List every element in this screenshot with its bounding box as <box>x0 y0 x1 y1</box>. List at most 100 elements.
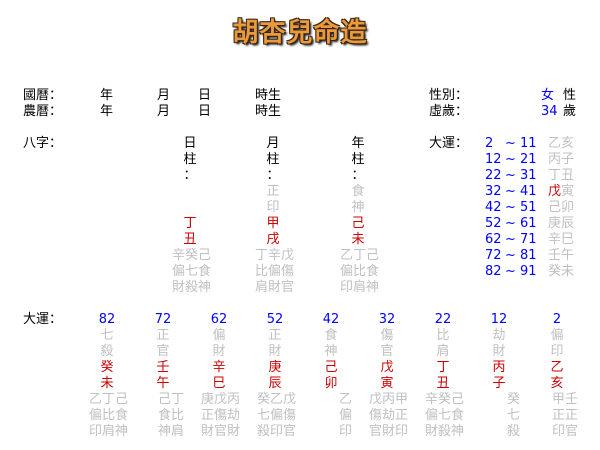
dayun-god: 官 <box>380 344 394 359</box>
dayun-hidden-gods: 財殺神 <box>424 424 464 439</box>
dayun-tilde: ~ <box>505 232 516 247</box>
dayun-hidden-gods: 偏七食 <box>424 408 464 423</box>
dayun-branch: 午 <box>561 248 575 263</box>
dayun-god: 傷 <box>380 328 394 343</box>
dayun-age: 2 <box>552 312 562 327</box>
dayun-hidden-gods: 印肩神 <box>88 424 128 439</box>
dayun-stem: 乙 <box>550 360 564 375</box>
dayun-god: 財 <box>268 344 282 359</box>
pillar-hidden-gods: 偏比食 <box>339 264 379 279</box>
pillar-hidden-stems: 丁辛戊 <box>254 248 294 263</box>
dayun-branch: 巳 <box>212 376 226 391</box>
pillar-title: 月柱： <box>266 136 280 183</box>
dayun-hidden-gods: 神肩 <box>157 424 184 439</box>
dayun-branch: 未 <box>100 376 114 391</box>
dayun-stem: 丁 <box>436 360 450 375</box>
dayun-column: 2 偏印乙亥甲壬 正正 印官 <box>536 312 578 440</box>
gregorian-year: 年 <box>100 88 114 103</box>
dayun-stem: 己 <box>548 200 562 215</box>
dayun-stem: 戊 <box>548 184 562 199</box>
dayun-hidden-gods: 印官 <box>551 424 578 439</box>
pillar-stem: 己 <box>351 216 365 231</box>
dayun-hidden-stems: 己丁 <box>157 392 184 407</box>
dayun-god: 殺 <box>100 344 114 359</box>
dayun-tilde: ~ <box>505 168 516 183</box>
dayun-tilde: ~ <box>505 136 516 151</box>
lunar-year: 年 <box>100 104 114 119</box>
dayun-branch: 辰 <box>561 216 575 231</box>
pillar-branch: 丑 <box>183 232 197 247</box>
gregorian-label: 國曆： <box>23 88 63 103</box>
lunar-hour: 時生 <box>255 104 282 119</box>
bazi-pillar: 月柱：正印甲戌丁辛戊 比偏傷 肩財官 <box>252 136 294 296</box>
dayun-tilde: ~ <box>505 216 516 231</box>
bazi-label: 八字： <box>23 136 63 151</box>
dayun-god: 偏 <box>212 328 226 343</box>
dayun-detail-label: 大運： <box>23 312 63 327</box>
dayun-hidden-gods: 食比 <box>157 408 184 423</box>
dayun-age: 72 <box>154 312 172 327</box>
dayun-end-age: 21 <box>520 152 537 167</box>
dayun-end-age: 31 <box>520 168 537 183</box>
dayun-god: 官 <box>156 344 170 359</box>
gregorian-day: 日 <box>198 88 212 103</box>
page-title: 胡杏兒命造 <box>232 18 368 48</box>
dayun-hidden-gods: 印 <box>338 424 352 439</box>
dayun-stem: 辛 <box>212 360 226 375</box>
dayun-hidden-gods: 偏 <box>338 408 352 423</box>
dayun-branch: 午 <box>156 376 170 391</box>
dayun-hidden-gods: 財官財 <box>200 424 240 439</box>
dayun-end-age: 91 <box>520 264 537 279</box>
dayun-start-age: 2 <box>485 136 494 151</box>
dayun-tilde: ~ <box>505 184 516 199</box>
lunar-day: 日 <box>198 104 212 119</box>
dayun-hidden-gods: 官財印 <box>368 424 408 439</box>
gregorian-month: 月 <box>157 88 171 103</box>
dayun-god: 財 <box>492 344 506 359</box>
dayun-age: 42 <box>322 312 340 327</box>
pillar-god <box>169 200 211 216</box>
dayun-column: 32 傷官戊寅戊丙甲 傷劫正 官財印 <box>366 312 408 440</box>
dayun-column: 82 七殺癸未乙丁己 偏比食 印肩神 <box>86 312 128 440</box>
dayun-god: 正 <box>268 328 282 343</box>
dayun-start-age: 82 <box>485 264 502 279</box>
dayun-start-age: 72 <box>485 248 502 263</box>
dayun-god: 肩 <box>436 344 450 359</box>
dayun-god: 偏 <box>550 328 564 343</box>
dayun-stem: 乙 <box>548 136 562 151</box>
pillar-stem: 丁 <box>183 216 197 231</box>
dayun-branch: 亥 <box>550 376 564 391</box>
dayun-god: 印 <box>550 344 564 359</box>
dayun-god: 正 <box>156 328 170 343</box>
pillar-title: 日柱： <box>183 136 197 183</box>
dayun-god: 劫 <box>492 328 506 343</box>
dayun-column: 52 正財庚辰癸乙戊 七偏傷 殺印官 <box>254 312 296 440</box>
dayun-branch: 卯 <box>324 376 338 391</box>
pillar-title: 年柱： <box>351 136 365 183</box>
dayun-god: 神 <box>324 344 338 359</box>
dayun-stem: 庚 <box>268 360 282 375</box>
dayun-end-age: 41 <box>520 184 537 199</box>
dayun-hidden-gods: 七偏傷 <box>256 408 296 423</box>
dayun-column: 72 正官壬午己丁 食比 神肩 <box>142 312 184 440</box>
bazi-pillar: 年柱：食神己未乙丁己 偏比食 印肩神 <box>337 136 379 296</box>
dayun-stem: 己 <box>324 360 338 375</box>
dayun-god: 比 <box>436 328 450 343</box>
dayun-stem: 庚 <box>548 216 562 231</box>
gregorian-hour: 時生 <box>255 88 282 103</box>
dayun-age: 82 <box>98 312 116 327</box>
pillar-god <box>169 184 211 200</box>
dayun-hidden-stems: 戊丙甲 <box>368 392 408 407</box>
dayun-branch: 卯 <box>561 200 575 215</box>
dayun-hidden-gods: 七 <box>506 408 520 423</box>
pillar-hidden-gods: 偏七食 <box>171 264 211 279</box>
dayun-hidden-gods: 殺印官 <box>256 424 296 439</box>
age-label: 虛歲： <box>429 104 469 119</box>
dayun-tilde: ~ <box>505 248 516 263</box>
bazi-pillar: 日柱： 丁丑辛癸己 偏七食 財殺神 <box>169 136 211 296</box>
dayun-start-age: 42 <box>485 200 502 215</box>
dayun-column: 42 食神己卯乙偏印 <box>310 312 352 440</box>
gender-value: 女 <box>541 88 555 103</box>
dayun-stem: 丙 <box>492 360 506 375</box>
dayun-branch: 丑 <box>561 168 575 183</box>
